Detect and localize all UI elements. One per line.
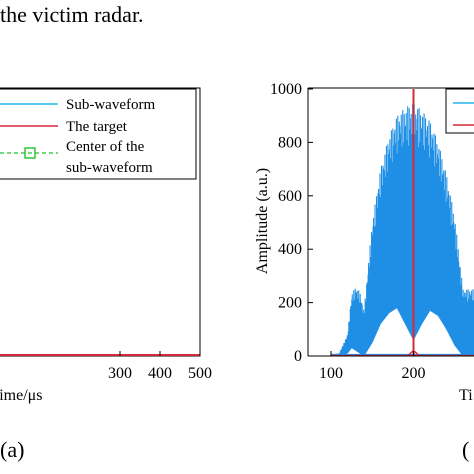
panel-b-ylabel: Amplitude (a.u.)	[254, 168, 271, 274]
panel-b-ytick-label: 800	[278, 134, 302, 151]
panel-b-ytick-label: 200	[278, 295, 302, 312]
panel-b-xtick-label: 100	[319, 365, 343, 382]
panel-b-signal-area	[330, 104, 474, 356]
panel-a-xtick-label: 500	[188, 365, 212, 382]
panel-b-ytick-label: 400	[278, 241, 302, 258]
panel-a-legend: Sub-waveform The target Center of the su…	[0, 88, 197, 180]
panel-a-xlabel: Time/μs	[0, 387, 42, 404]
panel-b-legend	[445, 88, 474, 134]
panel-b-label: (	[462, 437, 470, 462]
panel-b-xtick-label: 200	[402, 365, 426, 382]
panel-a-label: (a)	[0, 437, 25, 462]
legend-marker-square	[24, 147, 36, 159]
panel-b-xlabel: Ti	[459, 387, 473, 404]
legend-label-subwaveform: Sub-waveform	[66, 97, 155, 113]
figure-caption: the victim radar.	[0, 2, 144, 27]
panel-a-xtick-label: 300	[108, 365, 132, 382]
panel-a-plot: 300 400 500 Sub-waveform The target Center…	[0, 87, 212, 404]
legend-label-center-2: sub-waveform	[66, 160, 153, 176]
panel-b-plot: 0 200 400 600 800 1000 100 200 Amplitude (a.u.)…	[254, 81, 474, 404]
panel-b-ytick-label: 1000	[270, 81, 302, 98]
legend-label-center-1: Center of the	[66, 139, 145, 155]
legend-label-target: The target	[66, 119, 128, 135]
panel-b-legend-box	[445, 88, 474, 134]
panel-b-ytick-label: 0	[294, 348, 302, 365]
panel-a-xtick-label: 400	[148, 365, 172, 382]
panel-b-ytick-label: 600	[278, 188, 302, 205]
